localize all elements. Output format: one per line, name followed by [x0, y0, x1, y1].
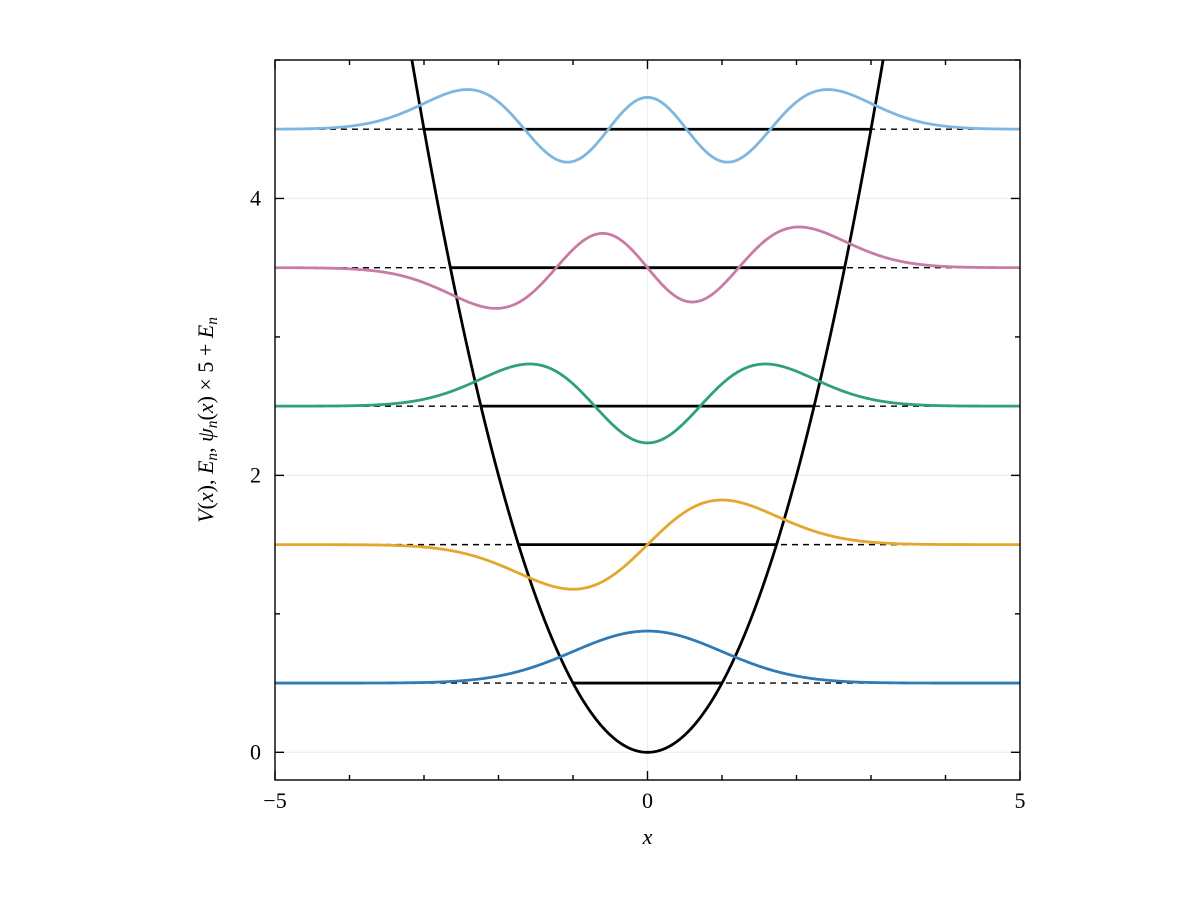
xtick-label: 5	[1015, 788, 1026, 813]
y-axis-label: V(x), En, ψn(x) × 5 + En	[193, 317, 221, 523]
harmonic-oscillator-chart: −505024xV(x), En, ψn(x) × 5 + En	[0, 0, 1200, 900]
ytick-label: 4	[250, 185, 261, 210]
x-axis-label: x	[642, 824, 653, 849]
chart-container: −505024xV(x), En, ψn(x) × 5 + En	[0, 0, 1200, 900]
svg-text:V(x), En, ψn(x) × 5 + En: V(x), En, ψn(x) × 5 + En	[193, 317, 221, 523]
ytick-label: 0	[250, 739, 261, 764]
xtick-label: 0	[642, 788, 653, 813]
ytick-label: 2	[250, 462, 261, 487]
xtick-label: −5	[263, 788, 286, 813]
